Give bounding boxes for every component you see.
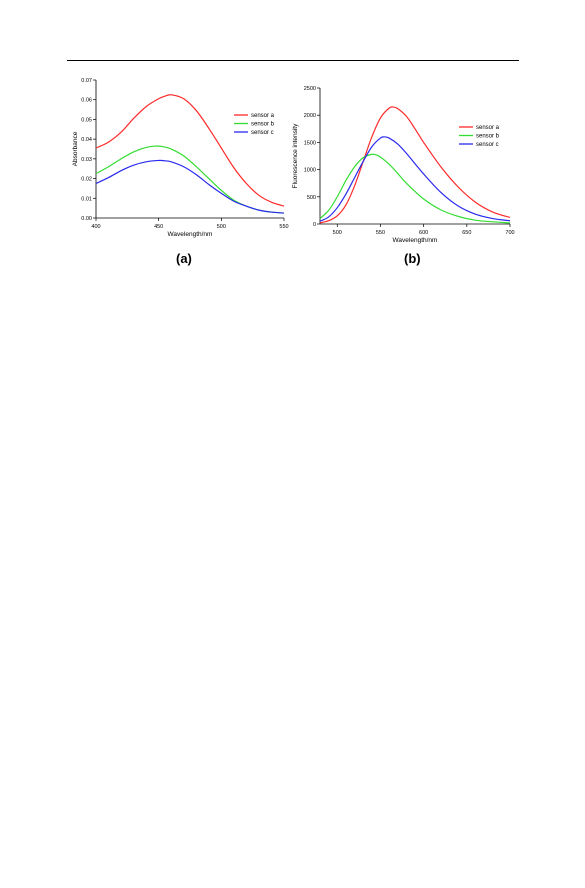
y-tick-label-a: 0.05	[81, 117, 92, 123]
legend-label-a-2: sensor b	[251, 122, 275, 128]
header-rule	[67, 60, 519, 61]
y-tick-label-a: 0.02	[81, 177, 92, 183]
x-tick-label-b: 600	[419, 230, 428, 236]
y-tick-label-b: 2000	[304, 113, 316, 119]
x-axis-title-a: Wavelength/nm	[168, 231, 213, 238]
y-tick-label-b: 1500	[304, 140, 316, 146]
x-tick-label-a: 550	[279, 224, 288, 230]
y-tick-label-b: 1000	[304, 168, 316, 174]
x-tick-label-a: 500	[217, 224, 226, 230]
y-tick-label-a: 0.00	[81, 216, 92, 222]
x-tick-label-b: 650	[462, 230, 471, 236]
y-axis-title-a: Absorbance	[72, 131, 79, 166]
x-tick-label-b: 550	[376, 230, 385, 236]
legend-label-a-3: sensor c	[251, 130, 274, 136]
legend-label-b-2: sensor b	[476, 134, 500, 140]
x-tick-label-a: 450	[154, 224, 163, 230]
y-tick-label-b: 500	[307, 195, 316, 201]
panel-label-b: (b)	[404, 251, 421, 266]
series-line-a-3	[95, 159, 285, 214]
y-tick-label-a: 0.07	[81, 78, 92, 84]
series-line-b-1	[319, 106, 511, 224]
series-line-b-3	[319, 136, 511, 222]
series-line-a-2	[95, 145, 285, 214]
y-tick-label-b: 0	[313, 222, 316, 228]
series-line-a-1	[95, 94, 285, 207]
panel-label-a: (a)	[176, 251, 192, 266]
y-tick-label-a: 0.01	[81, 196, 92, 202]
legend-label-b-3: sensor c	[476, 142, 499, 148]
x-axis-title-b: Wavelength/nm	[393, 237, 438, 244]
x-tick-label-b: 500	[333, 230, 342, 236]
y-axis-title-b: Fluorescence intensity	[292, 123, 299, 188]
y-tick-label-a: 0.04	[81, 137, 92, 143]
x-tick-label-b: 700	[505, 230, 514, 236]
y-tick-label-b: 2500	[304, 86, 316, 92]
legend-label-b-1: sensor a	[476, 125, 500, 131]
legend-label-a-1: sensor a	[251, 113, 275, 119]
y-tick-label-a: 0.03	[81, 157, 92, 163]
x-tick-label-a: 400	[91, 224, 100, 230]
y-tick-label-a: 0.06	[81, 98, 92, 104]
series-line-b-2	[319, 153, 511, 224]
